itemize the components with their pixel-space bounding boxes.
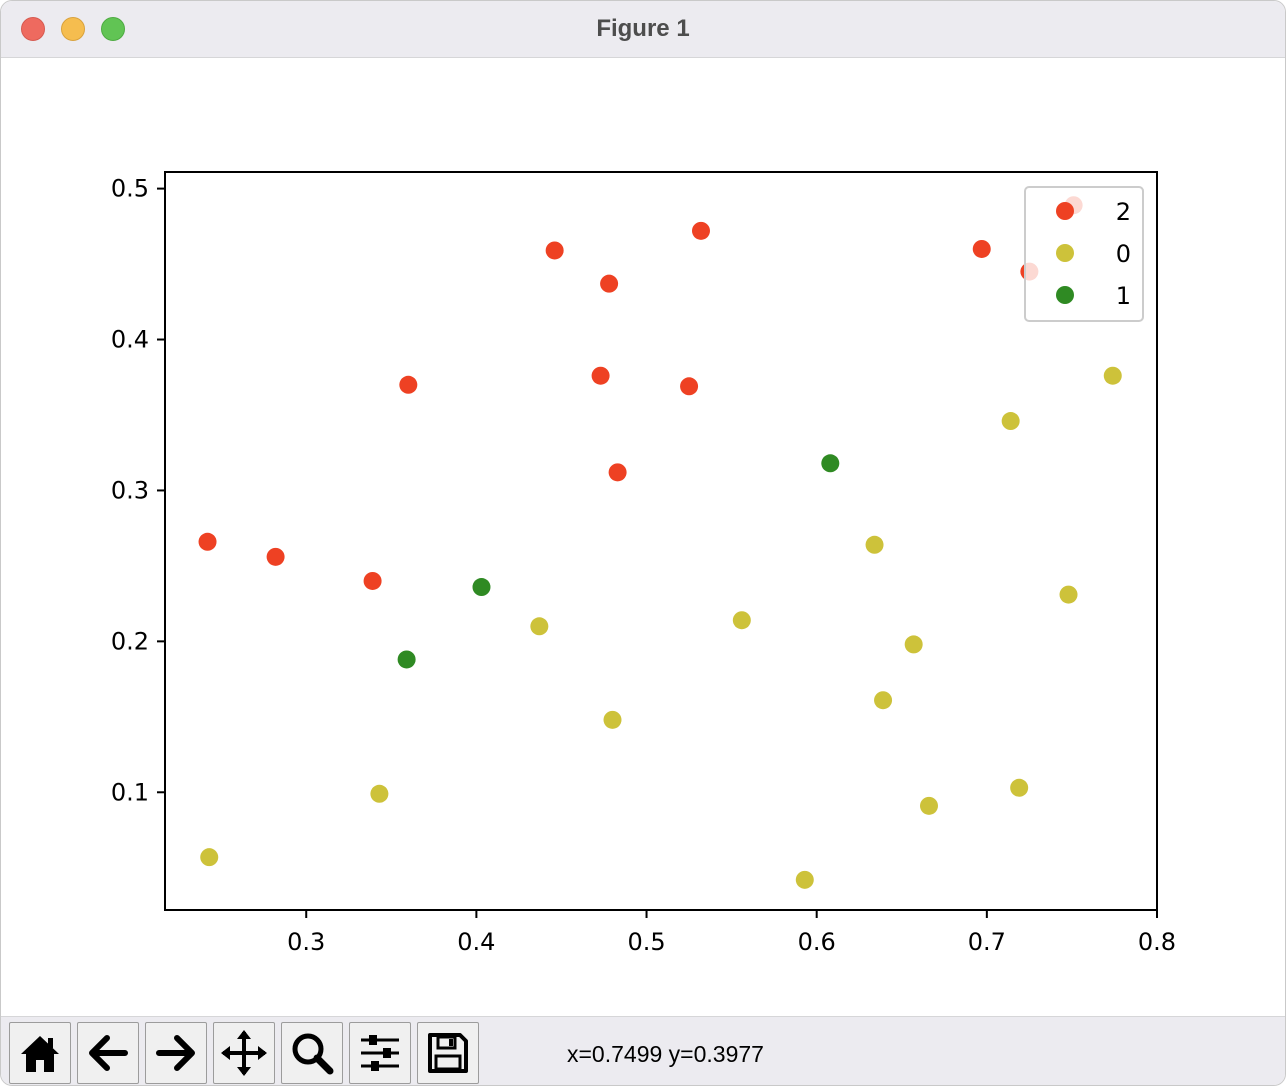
data-point — [608, 463, 627, 482]
arrow-right-icon — [156, 1035, 195, 1071]
x-tick-label: 0.8 — [1138, 928, 1176, 956]
data-point — [198, 532, 217, 551]
data-point — [919, 796, 938, 815]
back-button[interactable] — [77, 1022, 139, 1084]
data-point — [972, 239, 991, 258]
data-point — [472, 578, 491, 597]
close-window-button[interactable] — [21, 17, 45, 41]
legend-label: 0 — [1116, 240, 1131, 268]
axes-frame — [164, 171, 1158, 911]
legend-marker — [1056, 286, 1074, 304]
data-point — [600, 274, 619, 293]
data-point — [795, 870, 814, 889]
legend-marker — [1056, 202, 1074, 220]
data-point — [200, 848, 219, 867]
data-point — [545, 241, 564, 260]
floppy-disk-icon — [428, 1033, 468, 1073]
y-axis: 0.1 0.2 0.3 0.4 0.5 — [111, 175, 165, 806]
magnifier-icon — [292, 1033, 334, 1075]
minimize-window-button[interactable] — [61, 17, 85, 41]
cursor-coordinates: x=0.7499 y=0.3977 — [567, 1041, 764, 1067]
data-point — [1059, 585, 1078, 604]
data-point — [397, 650, 416, 669]
legend-marker — [1056, 244, 1074, 262]
figure-canvas[interactable]: 0.3 0.4 0.5 0.6 0.7 0.8 0.1 0.2 0.3 0.4 0.5 2 0 1 — [1, 58, 1286, 1016]
pan-button[interactable] — [213, 1022, 275, 1084]
x-tick-label: 0.4 — [457, 928, 495, 956]
home-button[interactable] — [9, 1022, 71, 1084]
title-bar: Figure 1 — [1, 1, 1285, 58]
data-point — [821, 454, 840, 473]
data-point — [680, 377, 699, 396]
data-point — [530, 617, 549, 636]
legend-label: 1 — [1116, 282, 1131, 310]
window-title: Figure 1 — [596, 15, 690, 42]
move-icon — [221, 1030, 267, 1076]
data-point — [363, 571, 382, 590]
navigation-toolbar: x=0.7499 y=0.3977 — [1, 1016, 1285, 1085]
y-tick-label: 0.2 — [111, 627, 149, 655]
data-point — [874, 691, 893, 710]
y-tick-label: 0.4 — [111, 326, 149, 354]
forward-button[interactable] — [145, 1022, 207, 1084]
data-point — [399, 375, 418, 394]
data-point — [732, 611, 751, 630]
data-point — [603, 710, 622, 729]
data-point — [1010, 778, 1029, 797]
data-point — [266, 547, 285, 566]
data-point — [691, 221, 710, 240]
save-button[interactable] — [417, 1022, 479, 1084]
scatter-plot[interactable]: 0.3 0.4 0.5 0.6 0.7 0.8 0.1 0.2 0.3 0.4 0.5 2 0 1 — [1, 58, 1286, 1016]
arrow-left-icon — [89, 1035, 128, 1071]
maximize-window-button[interactable] — [101, 17, 125, 41]
sliders-icon — [361, 1035, 399, 1071]
legend-label: 2 — [1116, 198, 1131, 226]
x-tick-label: 0.5 — [627, 928, 665, 956]
legend: 2 0 1 — [1024, 186, 1144, 322]
configure-subplots-button[interactable] — [349, 1022, 411, 1084]
data-point — [904, 635, 923, 654]
y-tick-label: 0.5 — [111, 175, 149, 203]
legend-box — [1024, 186, 1144, 322]
zoom-button[interactable] — [281, 1022, 343, 1084]
data-point — [1001, 412, 1020, 431]
data-point — [370, 784, 389, 803]
y-tick-label: 0.3 — [111, 476, 149, 504]
y-tick-label: 0.1 — [111, 778, 149, 806]
home-icon — [21, 1036, 59, 1072]
x-tick-label: 0.7 — [968, 928, 1006, 956]
x-tick-label: 0.3 — [287, 928, 325, 956]
x-tick-label: 0.6 — [798, 928, 836, 956]
data-points — [198, 196, 1122, 889]
data-point — [591, 366, 610, 385]
data-point — [865, 535, 884, 554]
data-point — [1103, 366, 1122, 385]
x-axis: 0.3 0.4 0.5 0.6 0.7 0.8 — [287, 910, 1176, 956]
